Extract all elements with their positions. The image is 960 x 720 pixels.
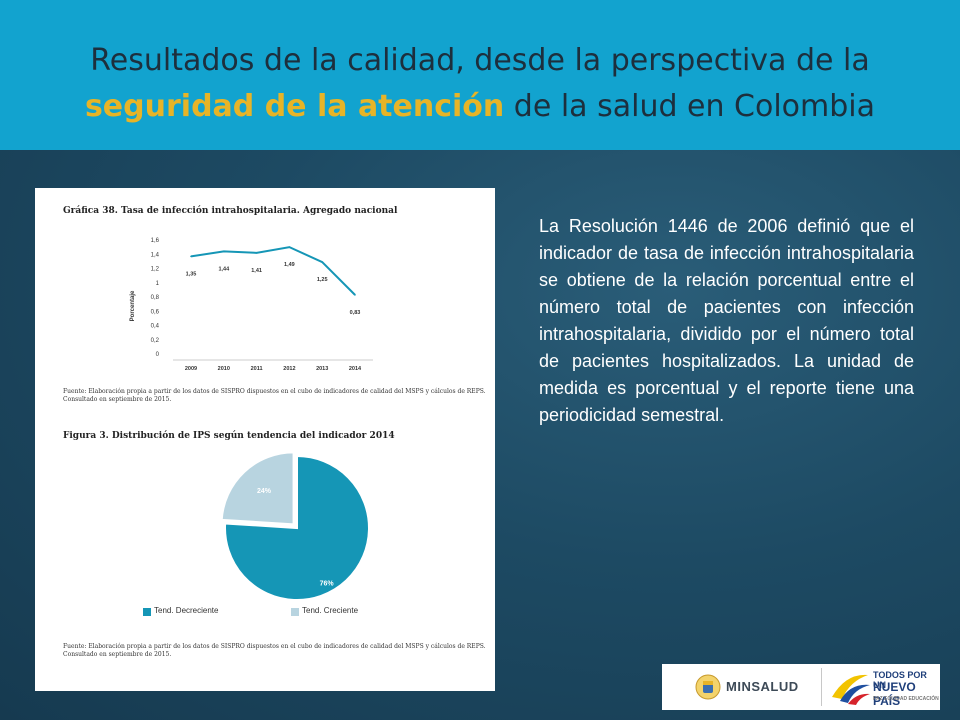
data-label: 1,41	[251, 268, 262, 274]
logo-divider	[821, 668, 822, 706]
data-label: 1,25	[317, 277, 328, 283]
logo-strip: MINSALUD TODOS POR UN NUEVO PAÍS PAZ EQU…	[662, 664, 940, 710]
coat-of-arms-icon	[695, 674, 721, 700]
series-line	[190, 246, 356, 296]
data-label: 0,83	[350, 310, 361, 316]
legend-label: Tend. Creciente	[302, 606, 359, 615]
y-tick-label: 1	[156, 281, 160, 287]
data-point	[190, 255, 192, 258]
data-label: 1,35	[186, 271, 197, 277]
data-label: 1,49	[284, 262, 295, 268]
description-text: La Resolución 1446 de 2006 definió que e…	[539, 216, 914, 425]
todos-line2: NUEVO PAÍS	[873, 680, 916, 708]
title-line1: Resultados de la calidad, desde la persp…	[90, 43, 870, 78]
legend-swatch	[143, 608, 151, 616]
slice-label: 24%	[257, 488, 272, 495]
figure2-source: Fuente: Elaboración propia a partir de l…	[63, 643, 486, 658]
pie-legend: Tend. Decreciente Tend. Creciente	[143, 606, 443, 618]
figure1-caption: Gráfica 38. Tasa de infección intrahospi…	[63, 206, 398, 216]
pie-slice	[224, 454, 370, 601]
title-highlight: seguridad de la atención	[84, 89, 505, 124]
data-point	[223, 250, 225, 253]
data-point	[321, 261, 324, 263]
legend-label: Tend. Decreciente	[154, 606, 219, 615]
y-tick-label: 1,2	[151, 267, 160, 273]
y-tick-label: 0,2	[151, 338, 160, 344]
y-axis-label: Porcentaje	[130, 290, 136, 321]
title-banner	[0, 0, 960, 150]
slide-title: Resultados de la calidad, desde la persp…	[0, 38, 960, 130]
x-tick-label: 2010	[218, 366, 230, 372]
x-tick-label: 2012	[283, 366, 295, 372]
y-tick-label: 0,6	[151, 309, 160, 315]
y-tick-label: 0	[156, 352, 160, 358]
line-chart: Porcentaje 0 0,2 0,4 0,6 0,8 1 1,2 1,4 1,6 2009 20…	[130, 238, 373, 372]
x-tick-label: 2014	[349, 366, 362, 372]
figure1-source: Fuente: Elaboración propia a partir de l…	[63, 388, 486, 403]
todos-line1: TODOS POR UN	[873, 670, 927, 690]
legend-swatch	[291, 608, 299, 616]
figure-panel: Gráfica 38. Tasa de infección intrahospi…	[35, 188, 495, 691]
y-tick-label: 1,4	[151, 252, 160, 258]
data-point	[288, 246, 291, 248]
colombia-flag-icon	[832, 674, 870, 705]
data-point	[255, 252, 258, 254]
slice-label: 76%	[320, 580, 335, 587]
y-tick-label: 1,6	[151, 238, 160, 244]
minsalud-logo: MINSALUD	[726, 679, 799, 694]
y-tick-label: 0,8	[151, 295, 160, 301]
pie-chart: 76% 24%	[220, 451, 370, 601]
data-label: 1,44	[218, 266, 230, 272]
x-tick-label: 2011	[251, 366, 263, 372]
pie-slice	[220, 451, 295, 526]
data-point	[354, 294, 356, 296]
x-tick-label: 2009	[185, 366, 197, 372]
x-tick-label: 2013	[316, 366, 328, 372]
y-tick-label: 0,4	[151, 324, 160, 330]
figure2-caption: Figura 3. Distribución de IPS según tend…	[63, 431, 395, 441]
todos-line3: PAZ EQUIDAD EDUCACIÓN	[873, 696, 939, 702]
title-line2: de la salud en Colombia	[504, 89, 876, 124]
